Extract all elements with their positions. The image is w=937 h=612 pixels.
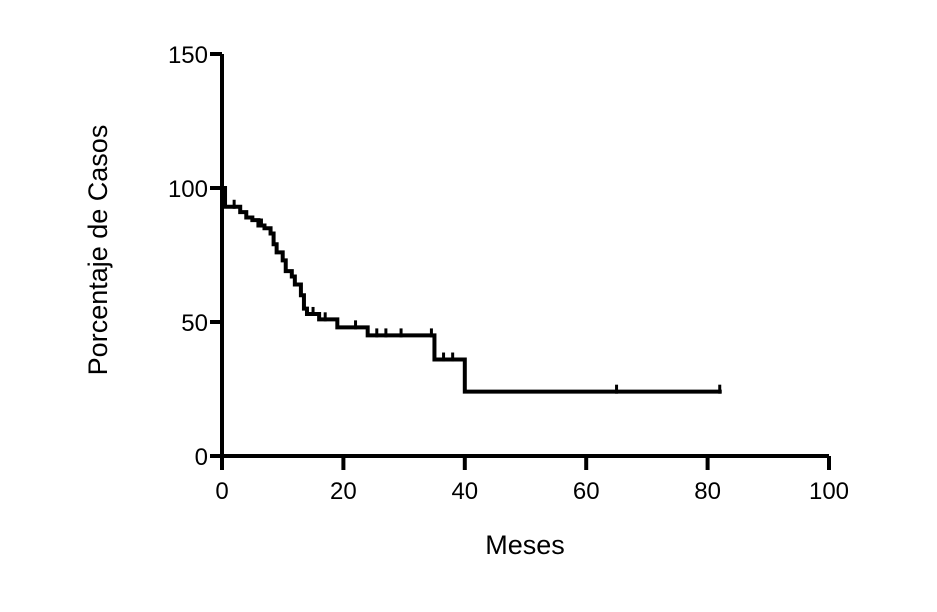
x-tick-label: 0 (215, 478, 228, 505)
y-tick-label: 100 (168, 176, 208, 203)
x-tick-label: 40 (451, 478, 478, 505)
x-axis-label: Meses (485, 530, 565, 560)
tick-labels: 0 20 40 60 80 100 0 50 100 150 (168, 42, 849, 505)
x-tick-label: 80 (694, 478, 721, 505)
y-tick-label: 0 (195, 444, 208, 471)
y-axis-label: Porcentaje de Casos (83, 125, 113, 376)
axes (220, 54, 829, 458)
censor-marks (232, 199, 722, 394)
x-tick-label: 60 (573, 478, 600, 505)
x-tick-label: 20 (330, 478, 357, 505)
x-tick-label: 100 (809, 478, 849, 505)
y-tick-label: 50 (181, 310, 208, 337)
ticks (210, 52, 831, 470)
survival-step-line (220, 186, 722, 394)
y-tick-label: 150 (168, 42, 208, 69)
